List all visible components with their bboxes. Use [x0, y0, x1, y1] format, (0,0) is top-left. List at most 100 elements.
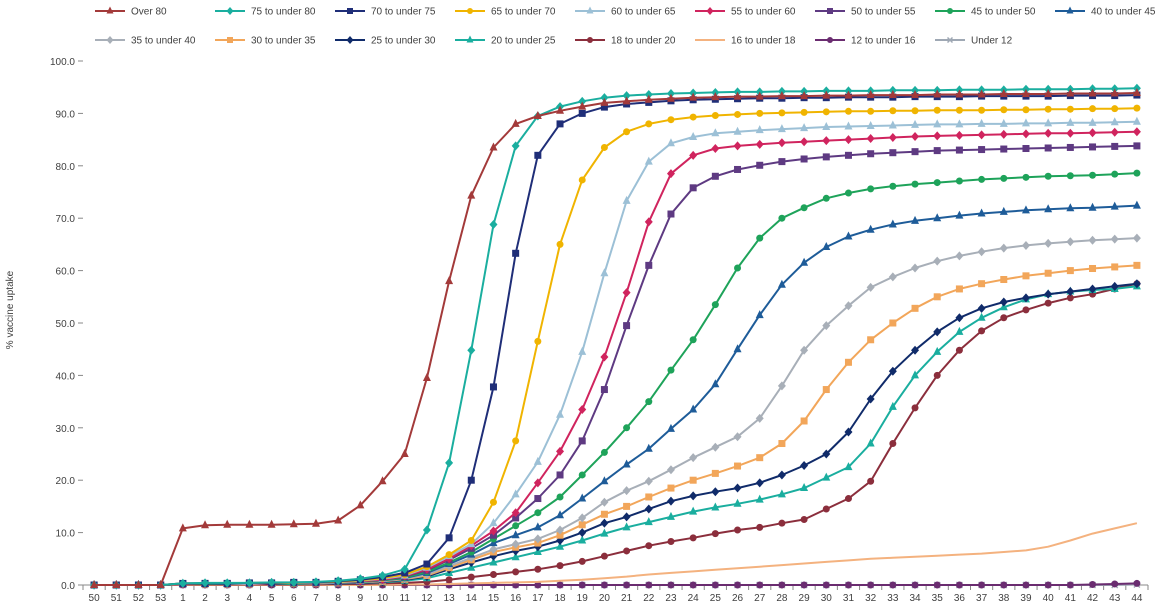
data-point	[533, 111, 542, 120]
data-point	[933, 293, 941, 301]
data-point	[888, 219, 897, 228]
data-point	[977, 130, 986, 140]
data-point	[578, 346, 587, 355]
data-point	[911, 404, 919, 412]
data-point	[933, 147, 941, 155]
data-point	[1044, 238, 1053, 248]
data-point	[800, 417, 808, 425]
data-point	[512, 568, 520, 576]
x-tick-label: 3	[224, 593, 230, 604]
data-point	[289, 577, 298, 587]
y-tick-label: 100.0	[50, 57, 75, 68]
data-point	[1110, 201, 1119, 210]
data-point	[622, 96, 631, 105]
data-point	[1111, 170, 1119, 178]
data-point	[689, 491, 698, 501]
data-point	[1066, 267, 1074, 275]
data-point	[977, 247, 986, 257]
data-point	[1044, 204, 1053, 213]
data-point	[1132, 87, 1141, 96]
data-point	[911, 581, 919, 589]
data-point	[1089, 143, 1097, 151]
data-point	[600, 352, 609, 362]
data-point	[733, 344, 742, 353]
y-tick-label: 20.0	[56, 476, 76, 487]
data-point	[1066, 172, 1074, 180]
data-point	[1110, 234, 1119, 244]
data-point	[489, 518, 498, 527]
data-point	[622, 195, 631, 204]
data-point	[1111, 263, 1119, 271]
data-point	[600, 510, 608, 518]
legend-item: 30 to under 35	[215, 36, 316, 47]
data-point	[933, 581, 941, 589]
data-point	[1089, 265, 1097, 273]
data-point	[556, 471, 564, 479]
data-point	[1066, 143, 1074, 151]
data-point	[866, 282, 875, 292]
data-point	[889, 440, 897, 448]
data-point	[955, 346, 963, 354]
series-60-to-under-65	[90, 116, 1141, 588]
x-tick-label: 5	[269, 593, 275, 604]
data-point	[888, 272, 897, 282]
legend-label: 35 to under 40	[131, 36, 196, 47]
data-point	[867, 185, 875, 193]
data-point	[822, 194, 830, 202]
data-point	[645, 542, 653, 550]
data-point	[734, 165, 742, 173]
data-point	[933, 179, 941, 187]
x-tick-label: 4	[247, 593, 253, 604]
x-tick-label: 28	[776, 593, 788, 604]
data-point	[977, 89, 986, 98]
data-point	[1066, 105, 1074, 113]
y-tick-label: 80.0	[56, 162, 76, 173]
data-point	[689, 336, 697, 344]
data-point	[445, 576, 453, 584]
data-point	[622, 91, 631, 101]
legend-label: Over 80	[131, 7, 167, 18]
x-tick-label: 25	[710, 593, 722, 604]
data-point	[1132, 116, 1141, 125]
data-point	[1133, 104, 1141, 112]
data-point	[1022, 306, 1030, 314]
data-point	[556, 510, 565, 519]
y-tick-label: 30.0	[56, 424, 76, 435]
legend-label: 12 to under 16	[851, 36, 916, 47]
data-point	[1110, 88, 1119, 97]
data-point	[911, 345, 920, 355]
data-point	[467, 573, 475, 581]
data-point	[777, 381, 786, 391]
data-point	[800, 516, 808, 523]
data-point	[578, 581, 586, 589]
data-point	[556, 531, 564, 539]
data-point	[1044, 118, 1053, 127]
data-point	[977, 208, 986, 217]
data-point	[666, 496, 675, 506]
data-point	[534, 337, 542, 345]
data-point	[511, 552, 520, 561]
legend-marker	[226, 7, 234, 15]
data-point	[999, 206, 1008, 215]
data-point	[600, 93, 609, 103]
data-point	[1022, 272, 1030, 280]
y-tick-label: 60.0	[56, 267, 76, 278]
data-point	[911, 119, 920, 128]
data-point	[933, 213, 942, 222]
data-point	[645, 398, 653, 406]
data-point	[1133, 579, 1141, 587]
legend: Over 80 75 to under 80 70 to under 75 65 to…	[95, 6, 1156, 47]
data-point	[1133, 261, 1141, 269]
data-point	[578, 557, 586, 565]
data-point	[911, 215, 920, 224]
data-point	[711, 92, 720, 101]
data-point	[534, 151, 542, 159]
data-point	[666, 88, 675, 98]
x-tick-label: 9	[358, 593, 364, 604]
data-point	[955, 177, 963, 185]
data-point	[711, 442, 720, 452]
data-point	[1021, 89, 1030, 98]
data-point	[666, 423, 675, 432]
data-point	[955, 130, 964, 140]
